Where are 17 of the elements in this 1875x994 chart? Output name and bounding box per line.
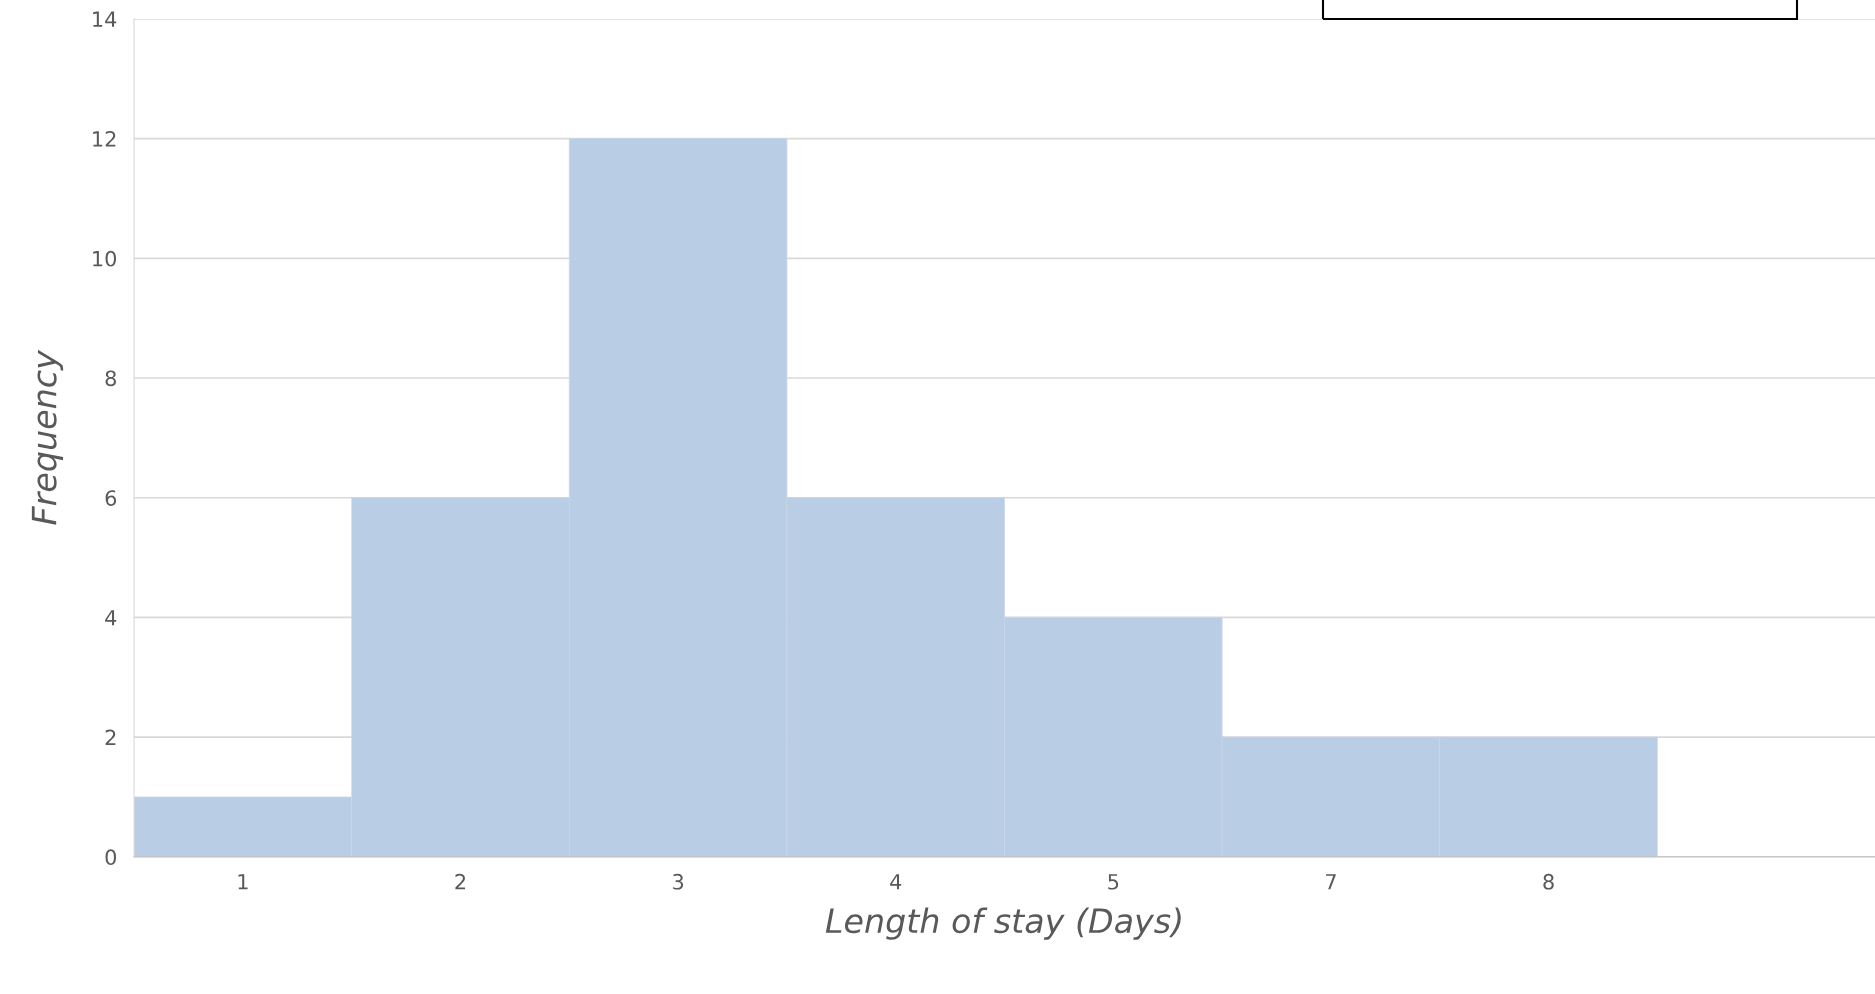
x-tick-label: 3 [673,873,684,890]
y-tick-label: 0 [105,849,117,866]
y-tick-label: 10 [93,250,117,267]
y-tick-label: 14 [93,11,117,27]
x-axis-title: Length of stay (Days) [825,907,1181,940]
x-tick-label: 5 [1108,874,1119,890]
y-axis-title: Frequency [31,349,64,525]
y-tick-label: 8 [105,370,116,387]
y-tick-label: 12 [93,131,116,147]
y-tick-label: 4 [105,610,117,626]
y-tick-label: 2 [105,729,116,746]
x-tick-label: 4 [890,874,902,890]
x-tick-label: 7 [1326,874,1336,890]
x-tick-label: 8 [1543,873,1554,890]
x-tick-label: 1 [238,874,248,890]
y-tick-label: 6 [105,490,117,506]
x-tick-label: 2 [455,873,466,890]
